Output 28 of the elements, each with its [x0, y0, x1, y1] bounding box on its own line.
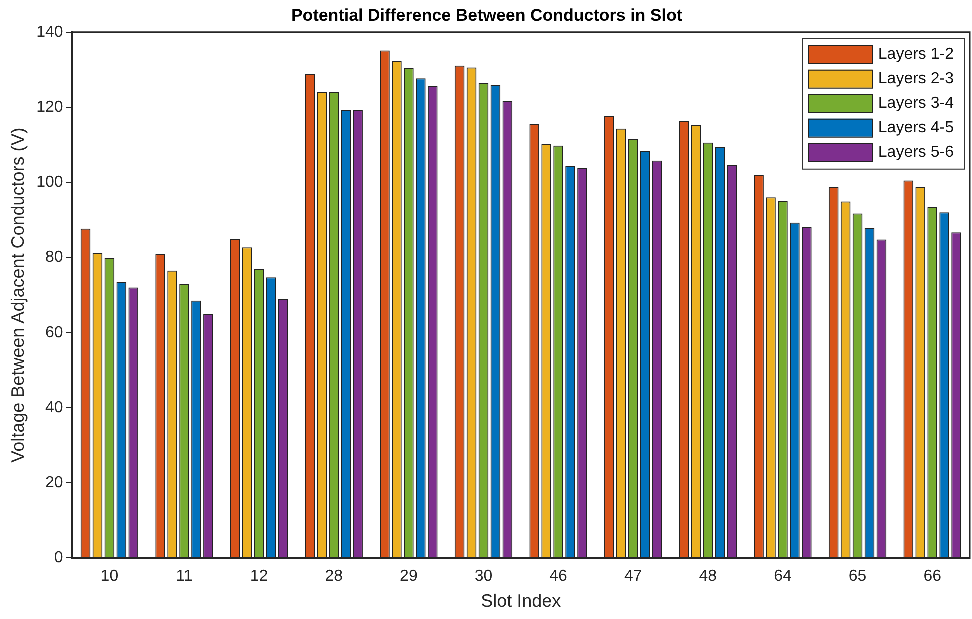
y-tick-label: 40: [46, 399, 64, 416]
legend-label: Layers 3-4: [878, 94, 954, 112]
x-tick-label: 64: [774, 568, 792, 586]
x-tick-label: 65: [848, 568, 867, 586]
x-tick-label: 46: [550, 568, 568, 586]
x-tick-label: 66: [924, 568, 942, 586]
legend-label: Layers 1-2: [878, 46, 954, 63]
x-tick-label: 48: [699, 568, 718, 586]
y-tick-label: 0: [54, 550, 64, 567]
x-tick-label: 11: [176, 568, 193, 586]
legend-label: Layers 2-3: [878, 70, 954, 88]
y-axis-title: Voltage Between Adjacent Conductors (V): [8, 128, 28, 463]
x-tick-label: 47: [624, 568, 642, 586]
y-tick-label: 20: [46, 474, 64, 492]
y-tick-label: 100: [36, 174, 64, 192]
x-tick-label: 29: [400, 568, 418, 586]
chart-title: Potential Difference Between Conductors in Slot: [291, 6, 683, 25]
x-axis-title: Slot Index: [481, 591, 562, 612]
x-tick-label: 12: [250, 568, 268, 586]
x-tick-label: 30: [474, 568, 493, 586]
x-tick-label: 10: [100, 568, 119, 586]
y-tick-label: 120: [36, 98, 64, 116]
x-tick-label: 28: [325, 568, 344, 586]
legend-label: Layers 5-6: [878, 144, 954, 161]
y-tick-label: 60: [46, 324, 64, 342]
y-tick-label: 140: [36, 24, 64, 41]
y-tick-label: 80: [46, 249, 64, 266]
legend-label: Layers 4-5: [878, 119, 954, 136]
